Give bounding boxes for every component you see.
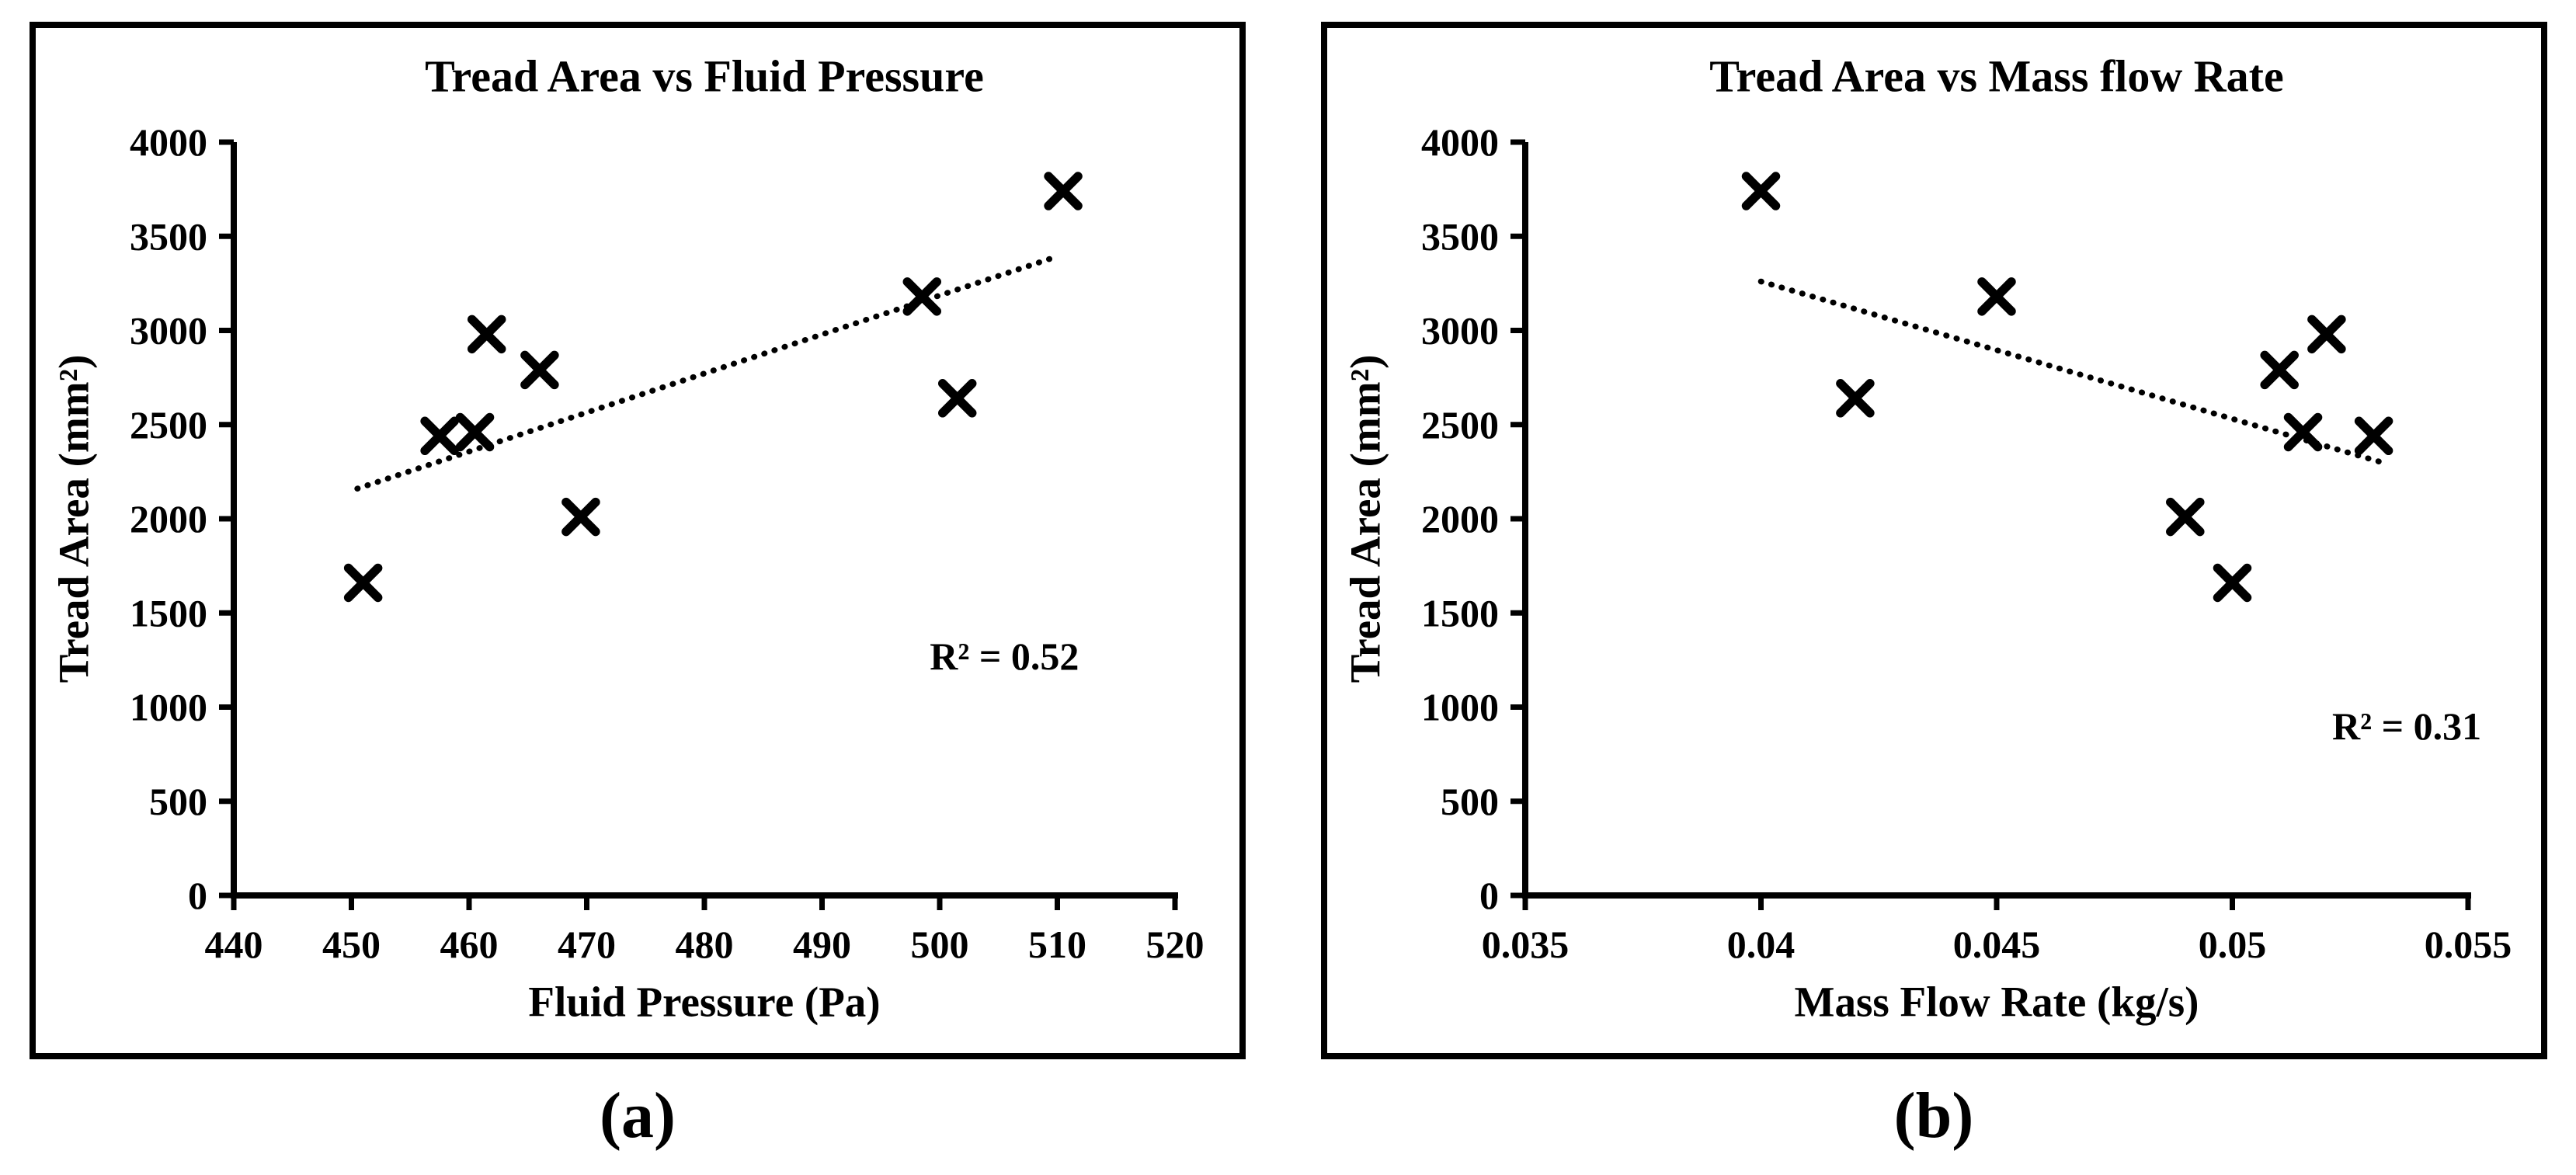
x-tick-label: 440 <box>205 923 263 966</box>
marker-stroke <box>420 416 459 456</box>
panel-border <box>30 22 1246 1059</box>
data-point-marker <box>1836 379 1875 418</box>
y-axis-label: Tread Area (mm²) <box>50 355 98 683</box>
chart-title: Tread Area vs Mass flow Rate <box>1709 51 2283 102</box>
y-tick-label: 0 <box>1479 874 1499 917</box>
data-point-marker <box>2307 315 2346 354</box>
y-tick-label: 2000 <box>1421 497 1499 541</box>
y-tick-label: 3000 <box>1421 309 1499 353</box>
data-point-marker <box>2166 497 2205 537</box>
data-point-marker <box>520 350 559 390</box>
x-tick-label: 450 <box>322 923 381 966</box>
marker-stroke <box>467 315 506 354</box>
scatter-chart-panel-b: Tread Area vs Mass flow Rate 0.035 0.04 0.0… <box>1321 22 2547 1059</box>
marker-stroke <box>1044 172 1083 210</box>
y-tick-label: 3500 <box>130 214 207 258</box>
x-tick-label: 0.045 <box>1953 923 2041 966</box>
x-tick-label: 0.035 <box>1482 923 1570 966</box>
trendline <box>354 255 1056 492</box>
data-point-marker <box>1977 277 2016 316</box>
x-tick-label: 520 <box>1146 923 1205 966</box>
x-tick-label: 510 <box>1028 923 1086 966</box>
y-tick-label: 3500 <box>1421 214 1499 258</box>
data-point-marker <box>343 563 383 603</box>
marker-stroke <box>2354 416 2393 456</box>
data-point-marker <box>1044 172 1083 210</box>
data-point-marker <box>2260 350 2299 390</box>
marker-stroke <box>343 563 383 603</box>
x-axis-label: Fluid Pressure (Pa) <box>528 979 880 1026</box>
marker-stroke <box>455 412 495 452</box>
x-axis-label: Mass Flow Rate (kg/s) <box>1795 979 2199 1026</box>
data-point-marker <box>561 497 600 537</box>
x-tick-label: 470 <box>558 923 616 966</box>
marker-stroke <box>937 379 977 418</box>
y-axis-label: Tread Area (mm²) <box>1342 355 1389 683</box>
data-point-marker <box>937 379 977 418</box>
scatter-chart-panel-a: Tread Area vs Fluid Pressure 440 450 460 470… <box>30 22 1246 1059</box>
r-squared-annotation: R² = 0.31 <box>2332 704 2481 748</box>
panel-border <box>1321 22 2547 1059</box>
marker-stroke <box>2283 412 2323 452</box>
x-tick-label: 0.04 <box>1727 923 1796 966</box>
y-tick-label: 500 <box>1441 780 1499 823</box>
y-tick-label: 4000 <box>1421 120 1499 164</box>
y-tick-label: 1000 <box>130 686 207 729</box>
marker-stroke <box>561 497 600 537</box>
y-tick-label: 2500 <box>1421 403 1499 447</box>
marker-stroke <box>2213 563 2252 603</box>
marker-stroke <box>1977 277 2016 316</box>
panel-caption-b: (b) <box>1893 1079 1974 1152</box>
y-tick-label: 2000 <box>130 497 207 541</box>
x-tick-label: 0.05 <box>2199 923 2267 966</box>
y-tick-label: 500 <box>149 780 207 823</box>
marker-stroke <box>1741 172 1781 210</box>
x-tick-label: 460 <box>440 923 499 966</box>
r-squared-annotation: R² = 0.52 <box>930 634 1079 678</box>
y-tick-label: 1500 <box>1421 591 1499 634</box>
data-point-marker <box>2354 416 2393 456</box>
data-point-marker <box>420 416 459 456</box>
panel-caption-a: (a) <box>600 1079 676 1152</box>
y-tick-label: 1500 <box>130 591 207 634</box>
x-tick-label: 490 <box>793 923 851 966</box>
data-point-marker <box>2283 412 2323 452</box>
data-point-marker <box>902 277 942 316</box>
y-tick-label: 2500 <box>130 403 207 447</box>
x-tick-label: 480 <box>676 923 734 966</box>
trendline <box>1757 278 2391 468</box>
y-tick-label: 3000 <box>130 309 207 353</box>
marker-stroke <box>2307 315 2346 354</box>
y-tick-label: 0 <box>188 874 207 917</box>
y-tick-label: 4000 <box>130 120 207 164</box>
data-point-marker <box>467 315 506 354</box>
marker-stroke <box>2166 497 2205 537</box>
marker-stroke <box>2260 350 2299 390</box>
marker-stroke <box>1836 379 1875 418</box>
x-tick-label: 0.055 <box>2425 923 2512 966</box>
marker-stroke <box>520 350 559 390</box>
marker-stroke <box>902 277 942 316</box>
data-point-marker <box>2213 563 2252 603</box>
data-point-marker <box>1741 172 1781 210</box>
y-tick-label: 1000 <box>1421 686 1499 729</box>
chart-title: Tread Area vs Fluid Pressure <box>425 51 984 102</box>
data-point-marker <box>455 412 495 452</box>
x-tick-label: 500 <box>911 923 969 966</box>
